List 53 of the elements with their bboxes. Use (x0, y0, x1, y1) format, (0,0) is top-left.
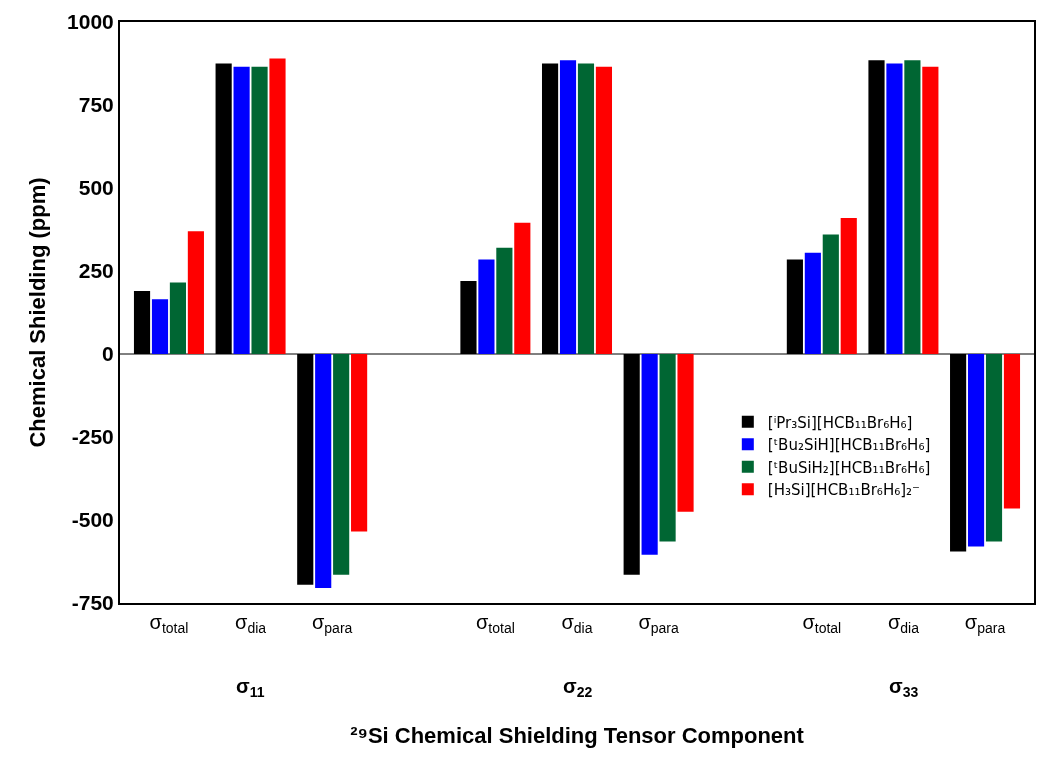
bar (822, 234, 839, 354)
y-tick-label: 250 (78, 259, 114, 283)
y-tick-label: -750 (71, 591, 114, 615)
bar (233, 66, 250, 354)
x-tick-label: σ$_{total}$ (802, 611, 842, 637)
text: σ$_{11}$ (236, 675, 265, 701)
x-tick-label: σ$_{total}$ (149, 611, 189, 637)
y-axis-title: Chemical Shielding (ppm) (25, 177, 51, 448)
y-tick-label: -500 (71, 508, 114, 532)
x-tick-label: σ$_{para}$ (311, 611, 353, 637)
legend-label: [ᵗBu₂SiH][HCB₁₁Br₆H₆] (767, 436, 931, 455)
x-tick-label: σ$_{dia}$ (561, 611, 593, 637)
legend-label: [H₃Si][HCB₁₁Br₆H₆]₂⁻ (767, 481, 920, 500)
bar (151, 299, 169, 354)
x-axis-title: ²⁹Si Chemical Shielding Tensor Component (350, 722, 805, 748)
bar (904, 60, 921, 354)
bar (315, 354, 332, 589)
bar (351, 354, 368, 532)
y-tick-label: 750 (78, 93, 114, 117)
legend-label: [ᵗBuSiH₂][HCB₁₁Br₆H₆] (767, 458, 931, 477)
bar (269, 58, 286, 354)
bar (577, 63, 595, 354)
x-tick-label: σ$_{para}$ (638, 611, 679, 637)
bar (496, 247, 513, 354)
bar (967, 354, 985, 547)
bar (886, 63, 903, 354)
legend-label: [ⁱPr₃Si][HCB₁₁Br₆H₆] (767, 413, 913, 432)
y-tick-label: 0 (102, 342, 114, 366)
bar (478, 259, 495, 354)
x-tick-label: σ$_{total}$ (475, 611, 515, 637)
y-tick-label: -250 (71, 425, 114, 449)
bar (559, 60, 577, 354)
bar (169, 282, 187, 354)
y-tick-label: 1000 (67, 10, 114, 34)
x-tick-label: σ$_{dia}$ (887, 611, 920, 637)
bar (187, 231, 204, 354)
y-tick-label: 500 (78, 176, 114, 200)
x-tick-label: σ$_{para}$ (964, 611, 1006, 637)
bar (840, 217, 857, 354)
x-tick-label: σ$_{dia}$ (235, 611, 267, 637)
bar (985, 354, 1003, 542)
bar (641, 354, 658, 555)
bar (514, 222, 531, 354)
bar (1003, 354, 1021, 509)
bar (922, 66, 939, 354)
bar (677, 354, 694, 512)
bar (595, 66, 613, 354)
bar (251, 66, 268, 354)
bar (659, 354, 676, 542)
bar (804, 252, 821, 354)
text: σ$_{33}$ (889, 675, 919, 701)
bar (333, 354, 350, 575)
text: σ$_{22}$ (563, 675, 593, 701)
